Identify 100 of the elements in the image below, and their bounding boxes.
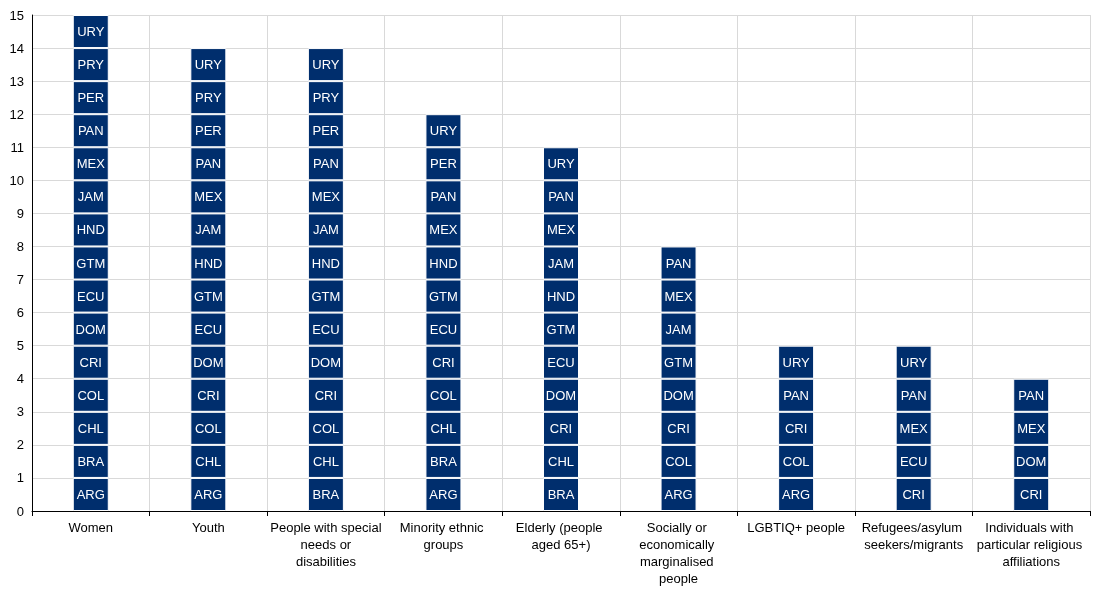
data-label: COL — [430, 387, 457, 403]
data-label: CHL — [430, 420, 457, 436]
data-label: PAN — [1018, 387, 1045, 403]
x-tick-label: People with special needs or disabilities — [270, 520, 382, 569]
y-tick-label: 8 — [16, 238, 24, 254]
data-label: CRI — [79, 354, 102, 370]
data-label: CRI — [314, 387, 338, 403]
data-label: CRI — [667, 420, 690, 436]
data-label: BRA — [77, 453, 105, 469]
data-label: PAN — [430, 189, 457, 205]
x-tick-label: Youth — [191, 520, 225, 535]
data-label: ECU — [547, 354, 575, 370]
data-label: PRY — [312, 90, 340, 106]
data-label: PAN — [665, 255, 692, 271]
data-label: GTM — [429, 288, 458, 304]
data-label: ARG — [664, 486, 693, 502]
data-label: ECU — [312, 321, 340, 337]
data-label: CHL — [312, 453, 339, 469]
data-label: BRA — [547, 486, 575, 502]
data-label: URY — [194, 57, 223, 73]
data-label: PRY — [195, 90, 222, 106]
data-label: MEX — [546, 222, 576, 238]
data-label: GTM — [311, 288, 341, 304]
data-label: ECU — [77, 288, 105, 304]
data-label: COL — [665, 453, 692, 469]
data-label: DOM — [75, 321, 106, 337]
data-label: BRA — [430, 453, 458, 469]
data-label: ECU — [899, 453, 928, 469]
y-tick-label: 9 — [16, 205, 24, 221]
data-label: URY — [782, 354, 811, 370]
data-label: PAN — [195, 156, 222, 172]
data-label: PAN — [77, 123, 104, 139]
data-label: PER — [430, 156, 457, 172]
data-label: HND — [311, 255, 340, 271]
data-label: COL — [77, 387, 105, 403]
data-label: DOM — [545, 387, 577, 403]
y-tick-label: 12 — [9, 106, 24, 122]
x-tick-label: Refugees/asylum seekers/migrants — [861, 520, 966, 552]
data-label: GTM — [664, 354, 693, 370]
data-label: COL — [194, 420, 222, 436]
data-label: MEX — [1017, 420, 1046, 436]
data-label: PER — [312, 123, 340, 139]
data-label: JAM — [665, 321, 692, 337]
data-label: CRI — [549, 420, 573, 436]
data-label: BRA — [312, 486, 340, 502]
data-label: PRY — [77, 57, 105, 73]
y-tick-label: 5 — [16, 338, 24, 354]
data-label: CHL — [77, 420, 104, 436]
y-tick-label: 4 — [16, 371, 24, 387]
x-tick-label: LGBTIQ+ people — [747, 520, 846, 535]
data-label: HND — [546, 288, 576, 304]
y-tick-label: 1 — [16, 470, 24, 486]
data-label: PAN — [783, 387, 809, 403]
data-label: CRI — [902, 486, 925, 502]
data-label: GTM — [76, 255, 106, 271]
x-tick-label: Socially or economically marginalised people — [639, 520, 718, 586]
data-label: URY — [77, 24, 105, 40]
data-label: MEX — [311, 189, 341, 205]
data-label: HND — [76, 222, 105, 238]
data-label: CRI — [1020, 486, 1043, 502]
data-label: ECU — [429, 321, 458, 337]
data-label: URY — [312, 57, 340, 73]
data-label: COL — [782, 453, 810, 469]
x-tick-label: Women — [68, 520, 114, 535]
y-tick-label: 15 — [9, 7, 24, 23]
data-label: MEX — [664, 288, 693, 304]
data-label: PAN — [313, 156, 339, 172]
data-label: ARG — [782, 486, 811, 502]
data-label: ECU — [194, 321, 223, 337]
data-label: CRI — [784, 420, 808, 436]
data-label: JAM — [312, 222, 339, 238]
data-label: ARG — [429, 486, 458, 502]
data-label: CRI — [197, 387, 220, 403]
data-label: URY — [547, 156, 575, 172]
data-label: DOM — [663, 387, 694, 403]
data-label: MEX — [194, 189, 223, 205]
y-tick-label: 0 — [16, 503, 24, 519]
data-label: ARG — [194, 486, 223, 502]
data-label: MEX — [76, 156, 106, 172]
data-label: GTM — [193, 288, 223, 304]
data-label: CRI — [432, 354, 455, 370]
data-label: URY — [900, 354, 928, 370]
data-label: MEX — [429, 222, 458, 238]
y-tick-label: 11 — [10, 139, 24, 155]
data-label: HND — [194, 255, 223, 271]
data-label: HND — [429, 255, 458, 271]
data-label: CHL — [547, 453, 575, 469]
y-tick-label: 14 — [9, 40, 24, 56]
x-tick-label: Elderly (people aged 65+) — [515, 520, 607, 552]
y-tick-label: 13 — [9, 73, 24, 89]
x-tick-label: Individuals with particular religious affiliations — [976, 520, 1086, 569]
data-label: PAN — [900, 387, 927, 403]
y-tick-label: 6 — [16, 305, 24, 321]
y-tick-label: 2 — [16, 437, 24, 453]
x-tick-label: Minority ethnic groups — [399, 520, 488, 552]
data-label: DOM — [1016, 453, 1047, 469]
y-tick-label: 3 — [16, 404, 24, 420]
data-label: JAM — [548, 255, 574, 271]
data-label: JAM — [77, 189, 104, 205]
data-label: GTM — [546, 321, 576, 337]
